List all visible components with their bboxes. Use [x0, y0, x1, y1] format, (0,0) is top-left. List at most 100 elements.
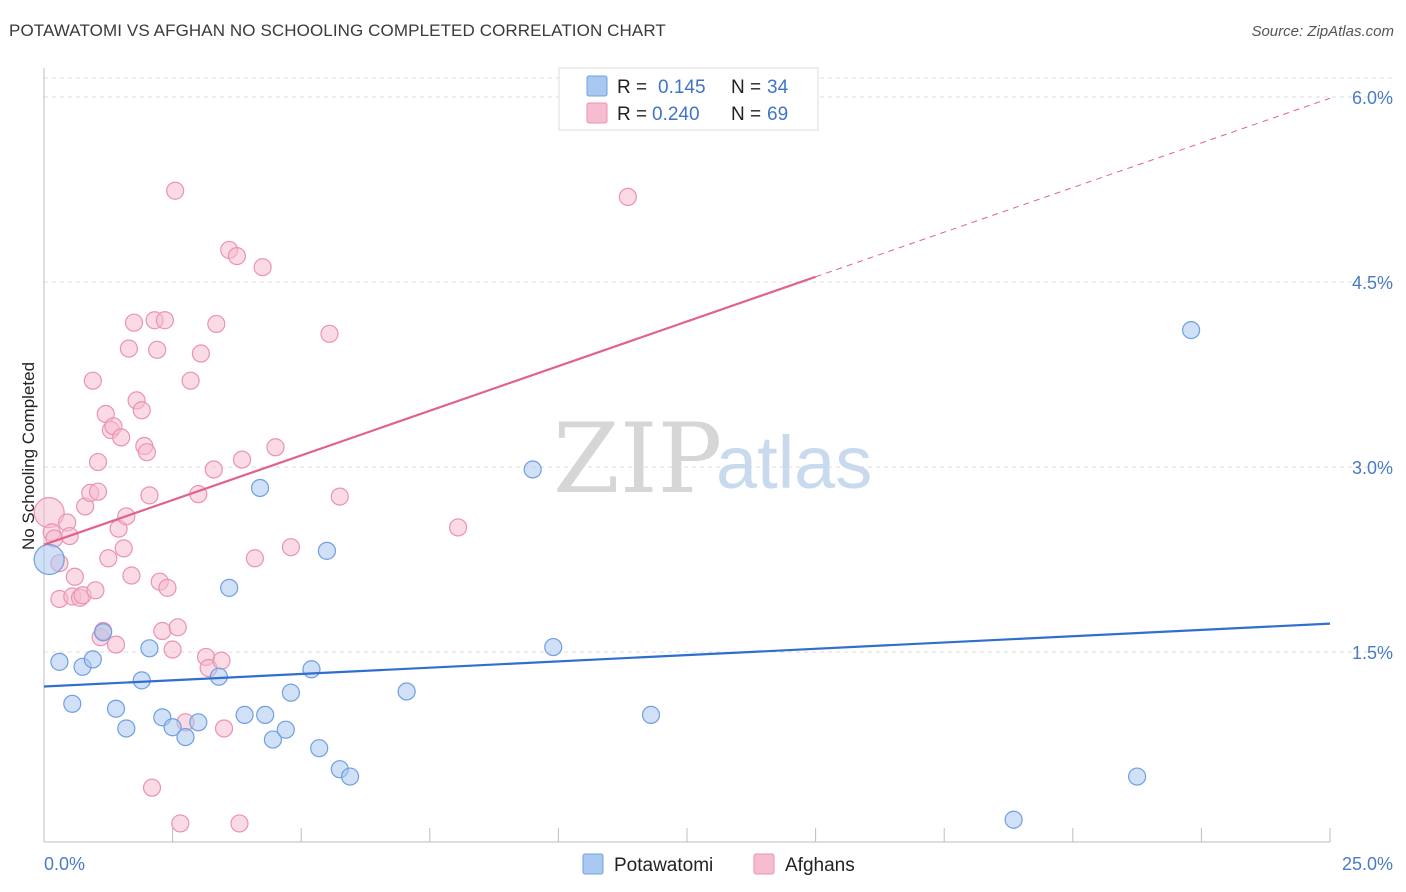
afghan-point-58	[230, 814, 249, 833]
afghan-point-65	[330, 487, 349, 506]
legend-swatch-afghans	[586, 102, 608, 124]
potawatomi-point-24	[317, 541, 337, 560]
potawatomi-point-17	[250, 478, 270, 498]
afghan-point-31	[132, 401, 151, 420]
potawatomi-point-20	[276, 720, 295, 739]
potawatomi-point-30	[641, 705, 661, 725]
x-tick-label-1: 25.0%	[1342, 854, 1393, 874]
afghan-point-54	[212, 651, 231, 670]
watermark-zip: ZIP	[553, 403, 722, 515]
afghan-point-24	[112, 428, 131, 447]
potawatomi-point-4	[83, 650, 102, 669]
potawatomi-point-15	[220, 578, 239, 597]
afghan-point-55	[214, 719, 234, 738]
afghan-point-15	[88, 452, 108, 472]
legend-r-label-1: R =	[617, 77, 647, 98]
afghan-point-39	[153, 621, 172, 641]
afghan-point-33	[137, 443, 156, 462]
afghan-point-67	[618, 187, 637, 206]
legend-n-value-1: 34	[767, 77, 789, 98]
afghan-point-47	[181, 371, 200, 390]
potawatomi-point-21	[281, 683, 301, 702]
afghan-point-57	[227, 247, 246, 266]
watermark-atlas: atlas	[716, 421, 872, 504]
afghan-point-8	[65, 567, 84, 586]
afghan-trend-line-extension	[815, 97, 1331, 278]
afghan-point-27	[119, 339, 138, 358]
potawatomi-point-27	[397, 682, 416, 701]
legend-r-value-1: 0.145	[658, 77, 706, 98]
potawatomi-point-6	[106, 699, 126, 718]
potawatomi-point-16	[235, 705, 254, 725]
afghan-point-37	[148, 340, 167, 359]
afghan-point-42	[163, 640, 182, 659]
afghan-point-64	[320, 324, 339, 343]
x-tick-label-0: 0.0%	[44, 854, 85, 874]
afghan-point-63	[281, 538, 301, 557]
afghans-points	[33, 181, 637, 833]
potawatomi-point-33	[1182, 321, 1201, 340]
afghan-point-22	[106, 635, 126, 654]
grid-lines	[44, 77, 1392, 653]
potawatomi-points	[33, 321, 1201, 829]
potawatomi-point-2	[63, 694, 82, 713]
y-tick-label-2: 4.5%	[1352, 273, 1393, 293]
potawatomi-point-13	[189, 713, 208, 732]
afghan-point-19	[99, 549, 118, 568]
potawatomi-point-32	[1127, 767, 1147, 786]
legend-r-label-2: R =	[617, 104, 647, 125]
bottom-legend-swatch-afghans	[753, 853, 775, 875]
afghan-point-68	[86, 581, 105, 600]
afghan-point-52	[204, 460, 223, 479]
potawatomi-point-7	[117, 719, 136, 738]
potawatomi-point-19	[263, 730, 283, 749]
potawatomi-point-18	[256, 705, 275, 725]
afghan-point-44	[168, 618, 187, 637]
potawatomi-point-28	[523, 460, 542, 479]
axes	[43, 68, 1331, 843]
y-tick-label-3: 6.0%	[1352, 88, 1393, 108]
afghan-point-61	[253, 258, 272, 277]
source-label: Source: ZipAtlas.com	[1251, 23, 1394, 40]
bottom-legend: Potawatomi Afghans	[582, 853, 855, 876]
afghan-point-13	[83, 371, 102, 390]
watermark: ZIP atlas	[553, 403, 872, 515]
potawatomi-point-11	[163, 718, 182, 737]
y-tick-label-0: 1.5%	[1352, 643, 1393, 663]
potawatomi-point-31	[1004, 810, 1023, 829]
afghan-point-25	[114, 539, 133, 558]
top-legend: R = 0.145 N = 34 R = 0.240 N = 69	[558, 67, 819, 131]
afghan-point-66	[448, 518, 468, 537]
afghan-point-45	[171, 814, 190, 833]
potawatomi-point-5	[94, 623, 113, 642]
bottom-legend-afghans: Afghans	[785, 855, 855, 876]
y-axis-title: No Schooling Completed	[19, 362, 38, 550]
potawatomi-point-29	[544, 637, 563, 657]
afghan-point-62	[266, 438, 285, 457]
legend-swatch-potawatomi	[586, 75, 608, 97]
afghan-point-60	[245, 549, 265, 568]
afghan-point-28	[122, 566, 141, 585]
potawatomi-point-12	[176, 727, 195, 747]
potawatomi-point-22	[302, 660, 321, 679]
chart-title: POTAWATOMI VS AFGHAN NO SCHOOLING COMPLE…	[9, 21, 666, 40]
afghan-point-49	[191, 344, 210, 363]
afghan-point-34	[140, 486, 159, 505]
legend-n-label-2: N =	[731, 104, 761, 125]
afghan-point-41	[158, 578, 177, 597]
afghan-point-40	[155, 311, 174, 330]
legend-n-label-1: N =	[731, 77, 761, 98]
potawatomi-point-9	[140, 639, 159, 658]
potawatomi-trend-line	[43, 622, 1331, 688]
trend-lines	[43, 97, 1331, 688]
afghan-point-35	[142, 778, 162, 797]
bottom-legend-swatch-potawatomi	[582, 853, 604, 875]
afghan-point-53	[207, 314, 226, 334]
bottom-legend-potawatomi: Potawatomi	[614, 855, 713, 876]
afghan-point-14	[88, 482, 108, 501]
afghan-point-59	[232, 450, 252, 469]
afghan-trend-line	[43, 275, 816, 546]
legend-r-value-2: 0.240	[652, 104, 700, 125]
legend-n-value-2: 69	[767, 104, 788, 125]
